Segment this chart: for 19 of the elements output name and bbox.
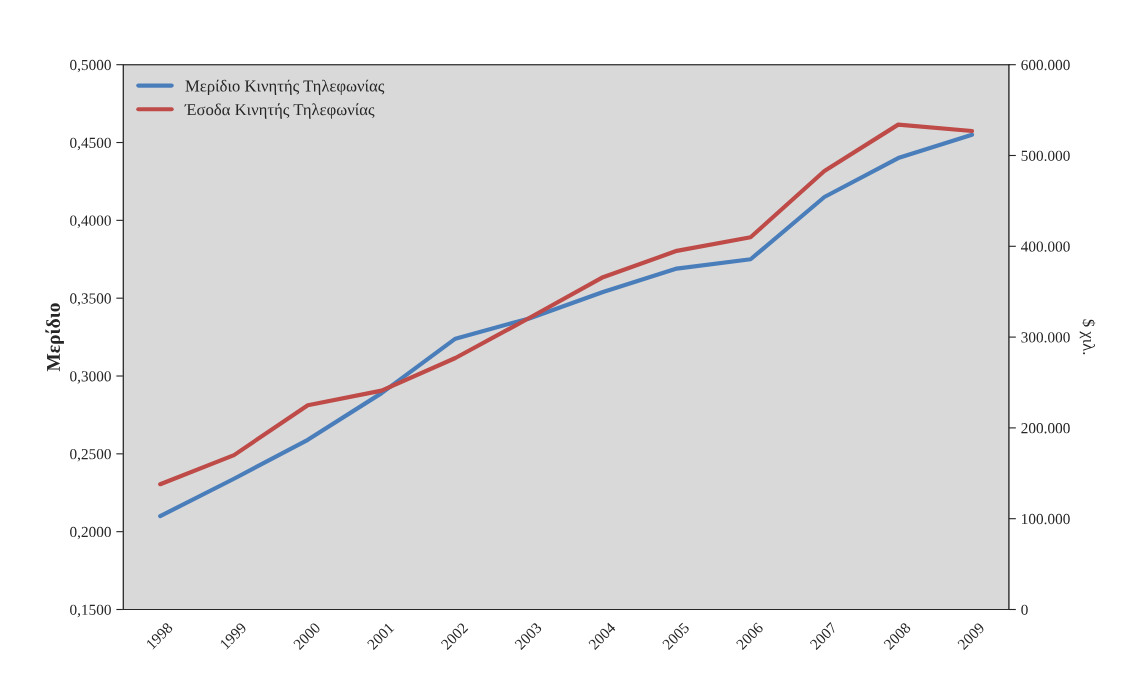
y2-tick-label: 400.000	[1021, 241, 1070, 252]
y2-axis-title: $ χιλ.	[1079, 319, 1096, 355]
y2-tick-label: 200.000	[1021, 423, 1070, 434]
y-tick-label: 0,1500	[70, 604, 111, 618]
y2-tick-label: 300.000	[1021, 332, 1070, 343]
y2-tick-label: 500.000	[1021, 150, 1070, 162]
y-tick-label: 0,2500	[70, 448, 111, 462]
y-tick-label: 0,4500	[70, 137, 111, 151]
legend-label: Μερίδιο Κινητής Τηλεφωνίας	[185, 79, 385, 95]
legend-label: Έσοδα Κινητής Τηλεφωνίας	[184, 103, 375, 119]
y2-tick-label: 0	[1021, 604, 1028, 615]
y-tick-label: 0,2000	[70, 526, 111, 540]
y2-tick-label: 100.000	[1022, 513, 1070, 525]
y-tick-label: 0,5000	[70, 59, 111, 73]
y-tick-label: 0,3000	[70, 371, 111, 384]
y-tick-label: 0,3500	[70, 293, 111, 306]
y-tick-label: 0,4000	[70, 215, 111, 228]
y2-tick-label: 600.000	[1021, 59, 1070, 71]
y-axis-title: Μερίδιο	[45, 303, 64, 372]
